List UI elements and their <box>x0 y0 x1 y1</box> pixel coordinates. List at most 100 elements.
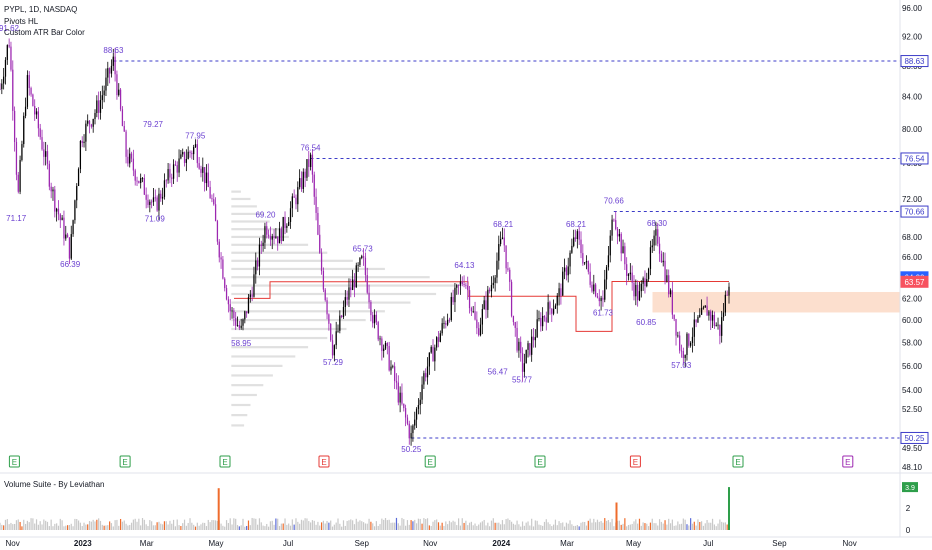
pivot-label: 50.25 <box>401 445 422 454</box>
candle-body <box>289 208 292 222</box>
candle-body <box>501 237 504 240</box>
volume-bar <box>379 524 381 530</box>
candle-body <box>216 221 219 242</box>
volume-profile-row <box>231 301 411 304</box>
volume-bar <box>523 525 525 530</box>
time-tick-label: May <box>208 539 223 548</box>
volume-bar <box>542 525 544 530</box>
candle-body <box>74 200 76 221</box>
volume-bar <box>478 524 480 530</box>
volume-bar <box>220 523 222 530</box>
volume-bar <box>401 517 403 530</box>
volume-bar <box>642 522 644 530</box>
volume-bar <box>531 518 533 530</box>
volume-bar <box>141 517 144 530</box>
atr-indicator-legend[interactable]: Custom ATR Bar Color <box>4 28 85 37</box>
volume-bar <box>688 525 690 530</box>
candle-body <box>529 343 531 355</box>
candle-body <box>227 299 230 305</box>
volume-bar <box>149 520 151 530</box>
symbol-legend[interactable]: PYPL, 1D, NASDAQ <box>4 5 78 14</box>
candle-body <box>174 164 177 166</box>
candle-body <box>682 351 684 358</box>
candle-body <box>713 314 716 326</box>
candle-body <box>231 310 233 312</box>
volume-bar <box>468 522 471 530</box>
candle-body <box>45 151 47 157</box>
volume-bar <box>576 524 578 530</box>
volume-bar <box>414 519 416 530</box>
volume-bar <box>198 525 200 530</box>
candle-body <box>688 333 690 346</box>
volume-bar <box>194 526 197 530</box>
volume-bars <box>0 487 730 530</box>
volume-bar <box>152 525 155 530</box>
candle-body <box>448 319 451 321</box>
volume-bar <box>98 518 100 530</box>
volume-bar <box>543 521 546 530</box>
volume-badge <box>902 482 918 493</box>
volume-bar <box>375 521 377 530</box>
volume-bar <box>277 518 279 530</box>
candle-body <box>375 314 378 323</box>
volume-bar <box>109 521 111 530</box>
candle-body <box>383 348 385 352</box>
candle-body <box>277 236 279 244</box>
candle-body <box>436 337 438 348</box>
candle-body <box>57 208 60 215</box>
volume-bar <box>554 519 557 530</box>
time-tick-label: 2024 <box>492 539 510 548</box>
volume-bar <box>660 521 662 530</box>
volume-bar <box>328 522 330 530</box>
candle-body <box>425 373 427 378</box>
candle-body <box>291 196 293 209</box>
volume-bar <box>225 520 228 530</box>
candle-body <box>299 178 301 188</box>
volume-bar <box>699 521 701 530</box>
candle-body <box>320 252 323 272</box>
volume-bar <box>154 525 156 530</box>
candle-body <box>355 265 357 288</box>
pivot-label: 88.63 <box>103 46 124 55</box>
candle-body <box>145 194 147 200</box>
volume-bar <box>262 525 264 530</box>
volume-bar <box>627 525 630 530</box>
volume-bar <box>509 520 511 530</box>
volume-bar <box>437 522 440 530</box>
candle-body <box>463 284 465 285</box>
volume-indicator-legend[interactable]: Volume Suite - By Leviathan <box>4 480 105 489</box>
volume-bar <box>8 524 10 530</box>
volume-bar <box>88 521 91 530</box>
volume-bar <box>205 526 208 530</box>
candle-body <box>507 268 509 270</box>
volume-bar <box>691 523 694 530</box>
price-tick-label: 72.00 <box>902 195 923 204</box>
candle-body <box>700 307 703 315</box>
price-tick-label: 52.50 <box>902 405 923 414</box>
volume-bar <box>246 525 248 530</box>
volume-bar <box>267 526 270 530</box>
candle-body <box>247 297 250 314</box>
candle-body <box>108 68 111 74</box>
volume-bar <box>598 521 600 530</box>
candle-body <box>253 274 255 297</box>
volume-bar <box>189 518 191 530</box>
candle-body <box>638 291 641 301</box>
candle-body <box>569 252 571 267</box>
candle-body <box>116 74 118 96</box>
candle-body <box>39 128 41 138</box>
candle-body <box>28 75 30 89</box>
pivot-label: 58.95 <box>231 339 252 348</box>
candle-body <box>147 199 149 205</box>
volume-bar <box>286 524 288 530</box>
candle-body <box>547 302 549 323</box>
volume-bar <box>436 519 438 530</box>
volume-bar <box>680 523 683 530</box>
volume-bar <box>700 521 703 530</box>
volume-bar <box>494 522 496 530</box>
pivots-indicator-legend[interactable]: Pivots HL <box>4 17 39 26</box>
volume-spike <box>217 488 220 530</box>
candle-body <box>394 366 396 381</box>
volume-bar <box>609 522 611 530</box>
